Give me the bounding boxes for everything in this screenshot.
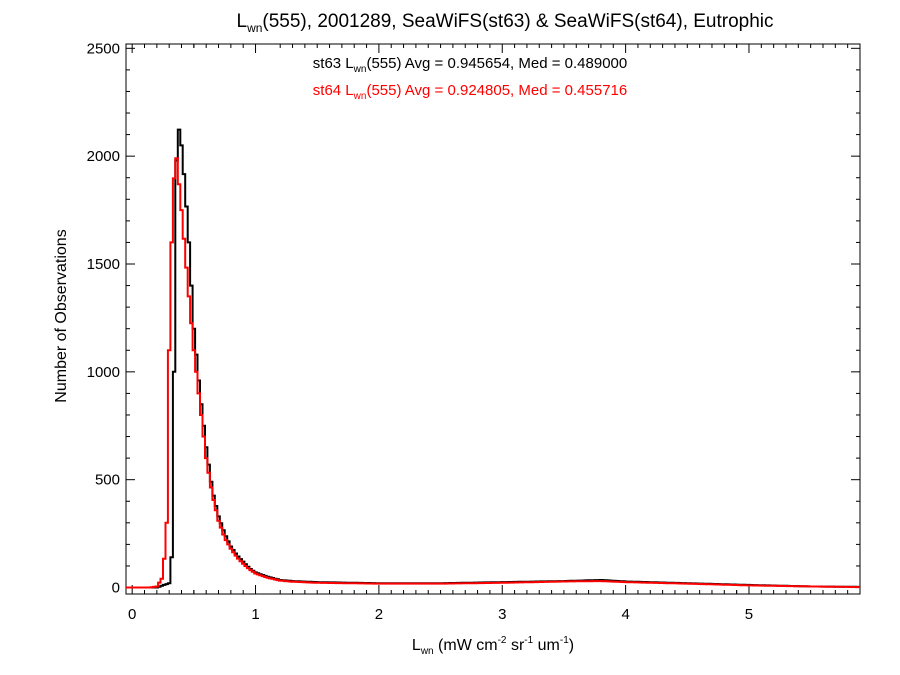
x-label-p1: (mW cm	[434, 637, 498, 654]
annotation-st64-post: (555) Avg = 0.924805, Med = 0.455716	[366, 82, 627, 99]
x-tick-label: 1	[251, 606, 259, 623]
x-axis-label: Lwn (mW cm-2 sr-1 um-1)	[412, 635, 574, 657]
y-tick-label: 500	[95, 472, 120, 489]
annotation-st64-sub: wn	[353, 91, 367, 102]
annotation-st64-pre: st64 L	[313, 82, 354, 99]
x-tick-label: 2	[375, 606, 383, 623]
plot-frame	[125, 43, 861, 595]
x-label-p2: sr	[507, 637, 525, 654]
axis-tick-labels: 0 1 2 3 4 5 0 500 1000 1500 2000 2500	[87, 40, 754, 623]
annotation-st63-post: (555) Avg = 0.945654, Med = 0.489000	[366, 55, 627, 72]
y-axis-label: Number of Observations	[53, 229, 70, 402]
x-tick-label: 0	[128, 606, 136, 623]
x-tick-label: 5	[745, 606, 753, 623]
x-tick-label: 4	[621, 606, 629, 623]
annotation-st63-pre: st63 L	[313, 55, 354, 72]
x-label-base-sub: wn	[420, 646, 434, 657]
x-label-p3: um	[533, 637, 560, 654]
y-tick-label: 2500	[87, 40, 120, 57]
x-label-p4: )	[569, 637, 574, 654]
annotation-st63-sub: wn	[353, 64, 367, 75]
x-label-sup3: -1	[560, 635, 569, 646]
y-tick-label: 1000	[87, 364, 120, 381]
series-line-1	[126, 157, 860, 589]
axis-ticks	[126, 44, 860, 594]
x-label-sup2: -1	[524, 635, 533, 646]
chart-title: Lwn(555), 2001289, SeaWiFS(st63) & SeaWi…	[236, 11, 773, 35]
y-tick-label: 0	[112, 580, 120, 597]
annotation-st63: st63 Lwn(555) Avg = 0.945654, Med = 0.48…	[313, 55, 627, 75]
title-prefix-sub: wn	[246, 21, 262, 35]
title-rest: (555), 2001289, SeaWiFS(st63) & SeaWiFS(…	[262, 11, 773, 32]
y-tick-label: 1500	[87, 256, 120, 273]
annotation-st64: st64 Lwn(555) Avg = 0.924805, Med = 0.45…	[313, 82, 627, 102]
title-prefix: L	[236, 11, 247, 32]
y-tick-label: 2000	[87, 148, 120, 165]
series-lines	[126, 128, 860, 589]
x-tick-label: 3	[498, 606, 506, 623]
x-label-base: L	[412, 637, 421, 654]
series-line-0	[126, 128, 860, 589]
x-label-sup1: -2	[498, 635, 507, 646]
